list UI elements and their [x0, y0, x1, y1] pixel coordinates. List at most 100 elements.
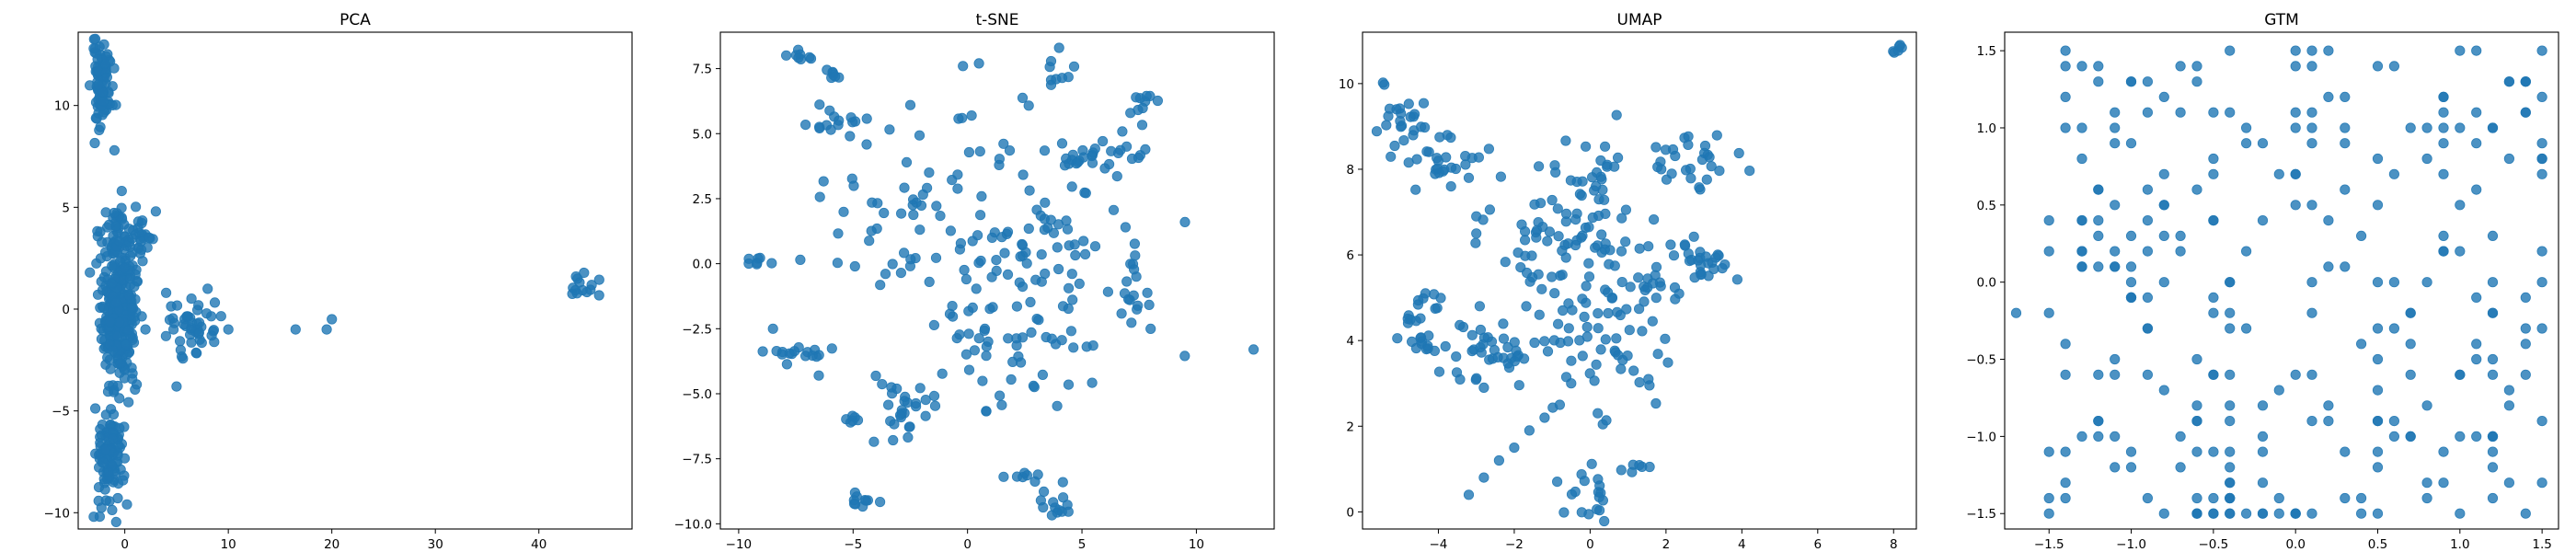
data-point	[1680, 240, 1691, 251]
data-point	[1539, 412, 1550, 423]
data-point	[1529, 337, 1540, 349]
data-point	[1018, 169, 1029, 180]
data-point	[2257, 508, 2269, 519]
data-point	[838, 206, 849, 217]
data-point	[807, 350, 818, 362]
y-tick-label: −1.5	[1966, 507, 1996, 522]
data-point	[1002, 269, 1014, 280]
scatter-points	[743, 42, 1259, 521]
data-point	[191, 348, 202, 359]
data-point	[2388, 415, 2399, 427]
data-point	[1078, 152, 1089, 163]
data-point	[1017, 281, 1029, 293]
data-point	[2487, 307, 2499, 318]
data-point	[1701, 174, 1712, 185]
data-point	[1542, 236, 1553, 247]
data-point	[849, 116, 861, 127]
data-point	[98, 303, 109, 314]
data-point	[2520, 339, 2531, 350]
data-point	[963, 328, 974, 339]
data-point	[1123, 293, 1134, 305]
x-tick-label: 10	[1189, 537, 1204, 552]
data-point	[2520, 292, 2531, 303]
data-point	[2290, 107, 2301, 118]
data-point	[1579, 311, 1590, 322]
data-point	[2471, 45, 2482, 56]
data-point	[2455, 45, 2466, 56]
data-point	[1589, 375, 1600, 386]
data-point	[1650, 397, 1662, 409]
data-point	[2438, 168, 2449, 179]
x-tick-label: −0.5	[2198, 537, 2228, 552]
x-tick-label: −4	[1430, 537, 1448, 552]
data-point	[977, 375, 988, 386]
data-point	[1591, 359, 1602, 370]
data-point	[2093, 61, 2104, 72]
data-point	[2455, 122, 2466, 133]
data-point	[2356, 230, 2367, 241]
data-point	[1613, 152, 1624, 163]
data-point	[1581, 297, 1592, 308]
data-point	[743, 253, 754, 264]
data-point	[2208, 292, 2219, 303]
data-point	[1021, 258, 1032, 269]
data-point	[2471, 431, 2482, 442]
data-point	[1451, 351, 1462, 362]
data-point	[2076, 215, 2087, 226]
data-point	[2405, 339, 2416, 350]
data-point	[98, 86, 109, 98]
subplot-title: UMAP	[1617, 11, 1662, 29]
data-point	[1483, 144, 1495, 155]
data-point	[91, 113, 102, 124]
data-point	[1493, 454, 1505, 466]
data-point	[1624, 325, 1635, 336]
x-tick-label: 1.0	[2450, 537, 2469, 552]
x-tick-label: 4	[1738, 537, 1746, 552]
data-point	[1007, 356, 1018, 367]
data-point	[96, 502, 107, 513]
data-point	[114, 422, 125, 433]
data-point	[2158, 200, 2169, 211]
data-point	[1570, 214, 1581, 225]
data-point	[2110, 431, 2121, 442]
data-point	[1078, 236, 1089, 247]
data-point	[1080, 248, 1091, 259]
data-point	[2225, 369, 2236, 380]
axes: 0 10 20 30 40 −10 −5 0 5 10	[44, 99, 547, 552]
data-point	[849, 487, 861, 499]
data-point	[945, 225, 957, 236]
data-point	[1052, 242, 1063, 253]
data-point	[1455, 319, 1466, 330]
y-tick-label: 0.5	[1977, 199, 1996, 213]
data-point	[1418, 98, 1430, 109]
data-point	[2110, 200, 2121, 211]
data-point	[1579, 476, 1590, 487]
data-point	[2093, 261, 2104, 272]
data-point	[2257, 446, 2269, 457]
data-point	[1066, 269, 1077, 280]
data-point	[944, 308, 956, 319]
data-point	[1032, 469, 1043, 480]
data-point	[1509, 442, 1520, 454]
data-point	[1620, 204, 1632, 215]
data-point	[116, 186, 127, 197]
data-point	[1402, 313, 1413, 325]
data-point	[1711, 130, 1722, 141]
data-point	[1463, 172, 1475, 183]
data-point	[1074, 278, 1085, 289]
data-point	[1570, 486, 1581, 498]
x-tick-label: 0.0	[2285, 537, 2305, 552]
data-point	[895, 267, 907, 279]
data-point	[150, 206, 161, 217]
data-point	[1544, 226, 1556, 237]
data-point	[754, 252, 765, 263]
data-point	[2471, 339, 2482, 350]
data-point	[1620, 236, 1631, 247]
data-point	[567, 288, 578, 299]
data-point	[1554, 399, 1566, 410]
data-point	[2125, 292, 2137, 303]
data-point	[1594, 505, 1605, 516]
data-point	[793, 341, 804, 353]
data-point	[953, 113, 964, 124]
data-point	[867, 197, 878, 208]
